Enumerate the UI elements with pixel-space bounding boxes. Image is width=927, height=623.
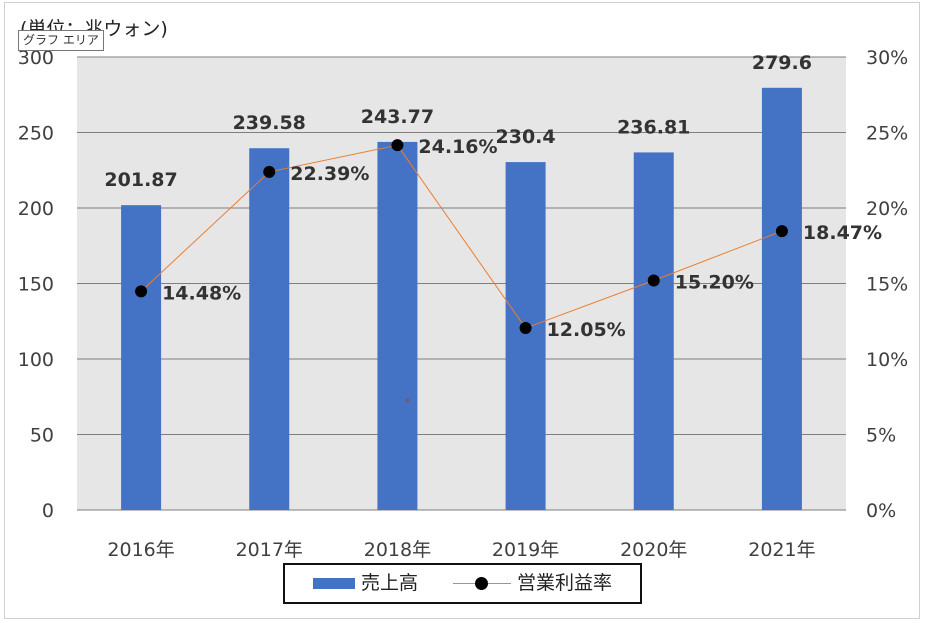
margin-point[interactable]	[391, 139, 404, 152]
margin-point[interactable]	[135, 285, 148, 298]
line-data-label: 15.20%	[675, 271, 754, 293]
margin-point[interactable]	[519, 322, 532, 335]
bar-sales[interactable]	[761, 87, 802, 510]
bar-sales[interactable]	[121, 205, 162, 510]
x-axis-tick-label: 2017年	[236, 539, 303, 561]
x-axis-tick-label: 2020年	[620, 539, 687, 561]
left-axis-tick-label: 100	[18, 349, 54, 371]
axes: 0 0%50 5%100 10%150 15%200 20%250 25%300 30%201…	[18, 47, 909, 561]
left-axis-tick-label: 300	[18, 47, 54, 69]
bar-sales[interactable]	[249, 148, 290, 511]
bar-data-label: 230.4	[496, 126, 556, 148]
bar-series	[121, 87, 802, 511]
right-axis-tick-label: 15%	[866, 274, 908, 296]
line-series	[135, 139, 788, 335]
legend-label-margin: 営業利益率	[517, 572, 613, 594]
x-axis-tick-label: 2016年	[107, 539, 174, 561]
margin-line[interactable]	[140, 144, 783, 329]
right-axis-tick-label: 30%	[866, 47, 908, 69]
x-axis-tick-label: 2018年	[364, 539, 431, 561]
right-axis-tick-label: 25%	[866, 123, 908, 145]
legend-item-margin[interactable]: 営業利益率	[453, 565, 612, 602]
line-data-label: 22.39%	[290, 163, 369, 185]
bar-data-label: 243.77	[361, 106, 434, 128]
left-axis-tick-label: 50	[30, 425, 54, 447]
bar-data-label: 239.58	[233, 112, 306, 134]
legend[interactable]: 売上高 営業利益率	[283, 563, 642, 604]
legend-label-sales: 売上高	[361, 572, 419, 594]
right-axis-tick-label: 10%	[866, 349, 908, 371]
margin-point[interactable]	[775, 225, 788, 238]
cursor-mark: *	[405, 396, 411, 409]
x-axis-tick-label: 2021年	[748, 539, 815, 561]
bar-data-label: 236.81	[617, 116, 690, 138]
legend-bar-swatch	[313, 578, 355, 589]
right-axis-tick-label: 0%	[866, 500, 896, 522]
chart-area[interactable]	[4, 2, 920, 619]
margin-point[interactable]	[263, 165, 276, 178]
left-axis-tick-label: 150	[18, 274, 54, 296]
right-axis-tick-label: 20%	[866, 198, 908, 220]
right-axis-tick-label: 5%	[866, 425, 896, 447]
bar-sales[interactable]	[377, 141, 418, 511]
line-data-label: 24.16%	[418, 136, 497, 158]
bar-data-label: 201.87	[104, 169, 177, 191]
x-axis-tick-label: 2019年	[492, 539, 559, 561]
left-axis-tick-label: 200	[18, 198, 54, 220]
line-data-label: 18.47%	[803, 222, 882, 244]
data-labels: 201.87 239.58 243.77 230.4 236.81 279.6 14.48%…	[104, 52, 882, 341]
line-data-label: 12.05%	[547, 319, 626, 341]
bar-data-label: 279.6	[752, 52, 812, 74]
margin-point[interactable]	[647, 274, 660, 287]
chart-area-tooltip: グラフ エリア	[18, 30, 104, 51]
left-axis-tick-label: 0	[42, 500, 54, 522]
line-data-label: 14.48%	[162, 282, 241, 304]
bar-sales[interactable]	[505, 162, 546, 510]
gridlines	[77, 56, 846, 511]
left-axis-tick-label: 250	[18, 123, 54, 145]
legend-item-sales[interactable]: 売上高	[313, 565, 418, 602]
bar-sales[interactable]	[633, 152, 674, 510]
legend-line-swatch	[453, 576, 511, 591]
